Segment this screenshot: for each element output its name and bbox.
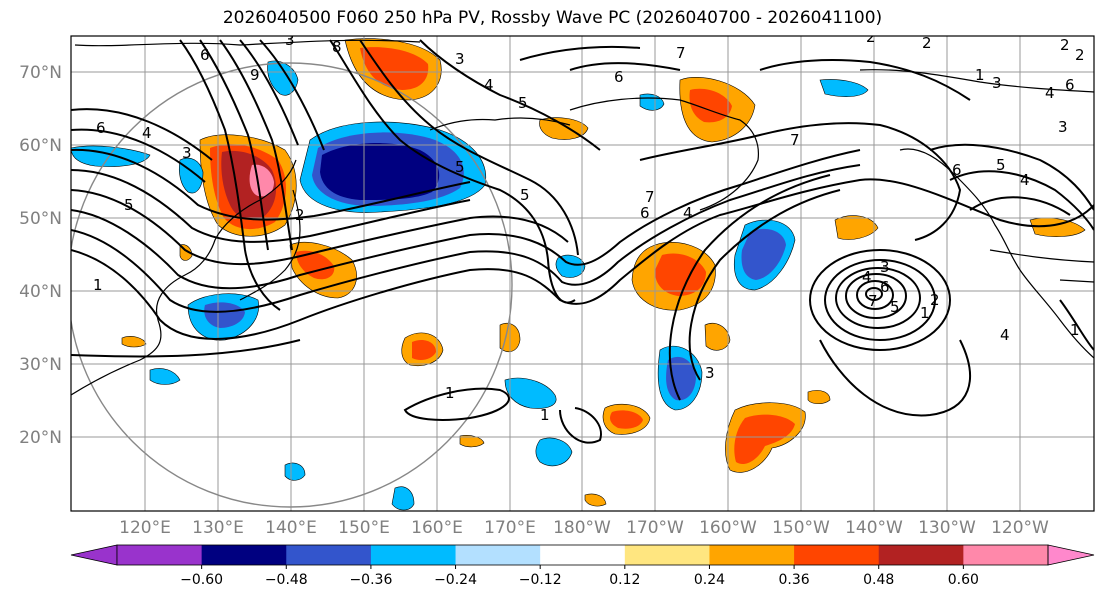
- svg-text:1: 1: [1070, 321, 1080, 339]
- colorbar-tick-label: −0.48: [265, 572, 308, 588]
- colorbar-tick-label: 0.36: [779, 572, 810, 588]
- lon-label: 120°W: [991, 518, 1049, 538]
- colorbar-segment: [455, 545, 541, 565]
- svg-text:7: 7: [645, 188, 655, 206]
- svg-text:3: 3: [285, 31, 295, 49]
- colorbar-extend-low: [70, 544, 118, 566]
- lon-label: 150°E: [338, 518, 390, 538]
- pv-contours: [71, 39, 1094, 444]
- svg-text:6: 6: [1065, 76, 1075, 94]
- colorbar: −0.60 −0.48 −0.36 −0.24 −0.12 0.12 0.24 0.36 0.4…: [70, 544, 1095, 588]
- colorbar-segment: [286, 545, 372, 565]
- svg-text:3: 3: [455, 50, 465, 68]
- svg-text:1: 1: [920, 304, 930, 322]
- lat-label: 60°N: [19, 136, 62, 156]
- svg-text:5: 5: [124, 196, 134, 214]
- svg-text:2: 2: [930, 291, 940, 309]
- colorbar-tick-label: 0.48: [863, 572, 894, 588]
- colorbar-tick-label: −0.12: [519, 572, 562, 588]
- lat-label: 30°N: [19, 355, 62, 375]
- colorbar-segment: [794, 545, 880, 565]
- colorbar-extend-high: [1047, 544, 1095, 566]
- lat-label: 70°N: [19, 63, 62, 83]
- svg-text:5: 5: [455, 158, 465, 176]
- svg-text:5: 5: [996, 156, 1006, 174]
- svg-text:5: 5: [520, 186, 530, 204]
- svg-text:2: 2: [1075, 46, 1085, 64]
- lon-label: 120°E: [119, 518, 171, 538]
- svg-text:6: 6: [96, 119, 106, 137]
- lon-label: 160°W: [699, 518, 757, 538]
- svg-text:8: 8: [332, 38, 342, 56]
- colorbar-segment: [540, 545, 626, 565]
- svg-text:1: 1: [540, 406, 550, 424]
- svg-text:7: 7: [676, 44, 686, 62]
- svg-text:1: 1: [93, 276, 103, 294]
- latitude-labels: 70°N 60°N 50°N 40°N 30°N 20°N: [19, 63, 62, 448]
- colorbar-tick-label: −0.60: [180, 572, 223, 588]
- lat-label: 40°N: [19, 282, 62, 302]
- colorbar-segment: [370, 545, 457, 565]
- colorbar-tick-label: −0.36: [349, 572, 392, 588]
- contour-labels: 7 6 5 4 3 2 1 9 8 6 5 4 3 2 1 7 6 5 4 3 …: [93, 28, 1085, 424]
- svg-text:2: 2: [295, 206, 305, 224]
- lon-label: 140°W: [845, 518, 903, 538]
- svg-text:3: 3: [705, 364, 715, 382]
- colorbar-tick-label: 0.60: [948, 572, 979, 588]
- plot-border: [70, 35, 1095, 512]
- svg-text:3: 3: [1058, 118, 1068, 136]
- svg-text:4: 4: [142, 124, 152, 142]
- closed-low-contours: [809, 249, 971, 417]
- svg-text:6: 6: [200, 46, 210, 64]
- svg-text:1: 1: [975, 66, 985, 84]
- colorbar-tick-label: 0.12: [609, 572, 640, 588]
- radius-circle: [71, 62, 513, 508]
- map-title: 2026040500 F060 250 hPa PV, Rossby Wave …: [222, 8, 883, 28]
- lon-label: 170°W: [626, 518, 684, 538]
- lon-label: 170°E: [484, 518, 536, 538]
- svg-text:3: 3: [880, 258, 890, 276]
- svg-text:7: 7: [790, 131, 800, 149]
- lon-label: 130°E: [192, 518, 244, 538]
- colorbar-border: [116, 544, 1049, 566]
- svg-text:4: 4: [683, 204, 693, 222]
- colorbar-tick-label: −0.24: [434, 572, 477, 588]
- svg-text:6: 6: [640, 204, 650, 222]
- colorbar-segment: [709, 545, 795, 565]
- lon-label: 160°E: [411, 518, 463, 538]
- lat-label: 50°N: [19, 209, 62, 229]
- colorbar-segment: [963, 545, 1049, 565]
- svg-text:3: 3: [182, 144, 192, 162]
- lon-label: 150°W: [772, 518, 830, 538]
- svg-text:4: 4: [1045, 84, 1055, 102]
- lon-label: 180°W: [553, 518, 611, 538]
- colorbar-segment: [201, 545, 287, 565]
- svg-text:4: 4: [862, 268, 872, 286]
- svg-text:6: 6: [614, 68, 624, 86]
- svg-text:4: 4: [1000, 326, 1010, 344]
- lat-label: 20°N: [19, 428, 62, 448]
- svg-text:5: 5: [890, 298, 900, 316]
- colorbar-segment: [878, 545, 964, 565]
- colorbar-segment: [624, 545, 710, 565]
- svg-text:2: 2: [1060, 36, 1070, 54]
- colorbar-tick-label: 0.24: [694, 572, 725, 588]
- svg-text:7: 7: [868, 292, 878, 310]
- svg-text:6: 6: [952, 161, 962, 179]
- svg-text:1: 1: [445, 384, 455, 402]
- svg-text:4: 4: [1020, 171, 1030, 189]
- lon-label: 130°W: [918, 518, 976, 538]
- svg-text:5: 5: [518, 94, 528, 112]
- svg-text:3: 3: [992, 74, 1002, 92]
- svg-text:4: 4: [484, 76, 494, 94]
- lon-label: 140°E: [265, 518, 317, 538]
- colorbar-segment: [117, 545, 203, 565]
- svg-text:6: 6: [880, 278, 890, 296]
- svg-text:2: 2: [922, 34, 932, 52]
- longitude-labels: 120°E 130°E 140°E 150°E 160°E 170°E 180°…: [119, 518, 1049, 538]
- svg-text:9: 9: [250, 66, 260, 84]
- svg-text:2: 2: [866, 28, 876, 46]
